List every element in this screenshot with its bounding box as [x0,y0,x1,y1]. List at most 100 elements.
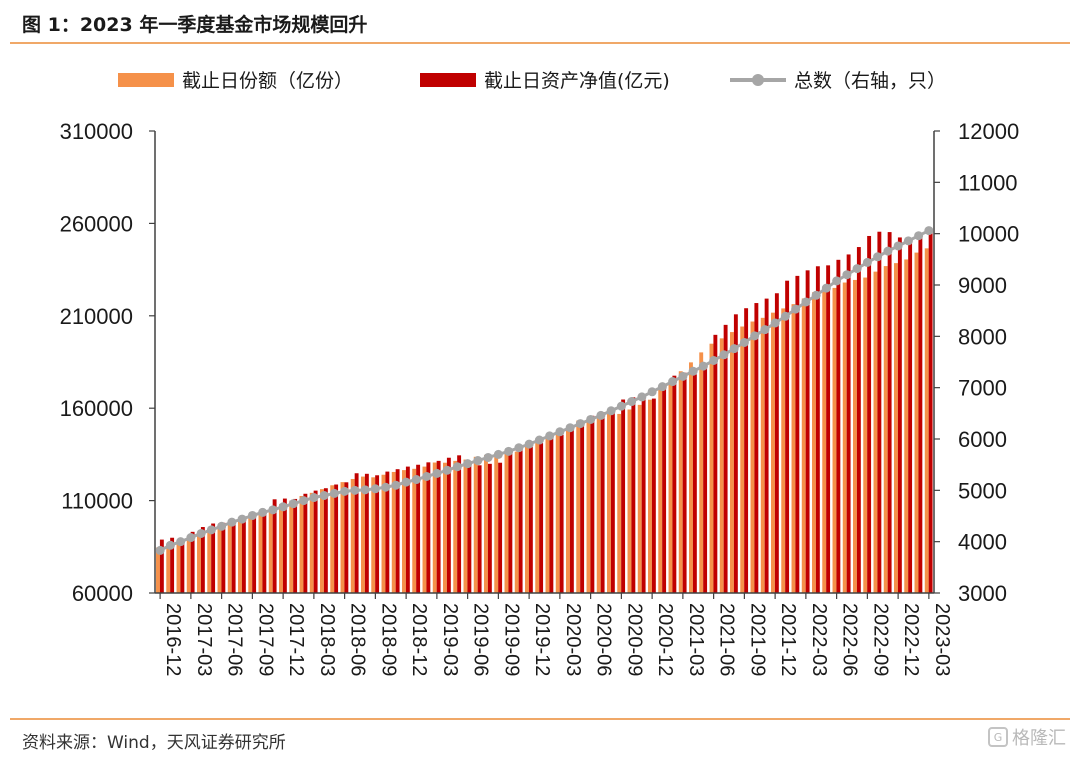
bar-nav [631,397,636,593]
bar-shares [924,248,929,593]
bar-shares [166,543,171,593]
point-count [739,337,749,347]
bar-nav [672,375,677,593]
bar-shares [586,417,591,593]
bar-shares [176,540,181,593]
bar-shares [842,282,847,593]
bar-shares [453,460,458,593]
point-count [237,514,247,524]
bar-shares [268,508,273,593]
bar-nav [549,438,554,593]
point-count [227,517,237,527]
point-count [647,387,657,397]
bar-nav [487,463,492,593]
bar-nav [159,539,164,593]
footer-divider [10,718,1070,720]
point-count [688,366,698,376]
bar-shares [279,504,283,593]
bar-nav [190,531,195,593]
bar-nav [231,521,236,593]
bar-shares [894,263,898,593]
bar-nav [836,259,841,593]
legend-label-nav: 截止日资产净值(亿元) [484,70,670,92]
x-tick-label: 2017-12 [285,603,307,676]
bar-shares [227,520,232,593]
bar-shares [617,413,622,593]
bar-nav [703,367,708,593]
point-count [186,533,196,543]
bar-shares [238,517,242,593]
bar-shares [678,371,683,593]
bar-nav [282,498,287,593]
point-count [770,318,780,328]
x-tick-label: 2019-03 [439,603,461,676]
bar-nav [908,240,913,593]
point-count [637,392,647,402]
bar-shares [412,468,417,593]
bar-nav [692,374,697,593]
bar-shares [801,298,806,593]
bar-shares [258,511,263,593]
point-count [309,493,319,503]
bar-shares [607,410,611,593]
bar-nav [405,466,410,593]
bar-nav [467,464,472,593]
legend-swatch-shares [118,72,174,87]
y-right-tick-label: 5000 [958,478,1007,503]
point-count [155,545,165,555]
point-count [842,270,852,280]
x-tick-label: 2017-09 [254,603,276,676]
x-tick-label: 2019-12 [531,603,553,676]
bar-nav [539,443,544,593]
bar-shares [904,259,909,593]
bar-nav [313,490,318,593]
bar-nav [805,270,810,593]
bar-shares [463,459,468,593]
bar-shares [535,440,540,593]
y-right-tick-label: 7000 [958,376,1007,401]
bar-shares [197,534,201,593]
point-count [463,459,473,469]
bar-nav [897,237,902,593]
point-count [504,446,514,456]
bar-nav [682,372,687,593]
point-count [698,361,708,371]
x-tick-label: 2022-03 [808,603,830,676]
bar-shares [853,279,857,593]
bar-nav [323,488,328,593]
y-left-tick-label: 60000 [72,581,133,606]
bar-nav [764,298,769,593]
bar-nav [846,254,851,593]
point-count [268,505,278,515]
y-left-tick-label: 260000 [60,211,133,236]
point-count [422,471,432,481]
bar-shares [832,287,837,593]
x-tick-label: 2018-12 [408,603,430,676]
point-count [391,480,401,490]
bar-shares [873,271,878,593]
bar-nav [385,471,390,593]
y-right-tick-label: 8000 [958,324,1007,349]
point-count [821,283,831,293]
bar-nav [518,449,523,593]
point-count [196,528,206,538]
bar-shares [514,451,519,593]
x-tick-label: 2020-12 [654,603,676,676]
bar-nav [887,232,892,593]
bar-shares [555,431,560,593]
legend-item-count: 总数（右轴，只） [730,66,946,93]
bar-shares [719,338,724,593]
chart-legend: 截止日份额（亿份） 截止日资产净值(亿元) 总数（右轴，只） [0,66,1080,100]
bar-shares [771,312,775,593]
bar-nav [569,426,574,593]
point-count [914,231,924,241]
bar-nav [477,465,482,593]
y-left-tick-label: 160000 [60,396,133,421]
bar-shares [340,482,345,593]
bar-shares [883,266,888,593]
point-count [247,510,257,520]
bar-shares [863,277,868,593]
bar-nav [354,473,359,593]
point-count [319,490,329,500]
point-count [729,344,739,354]
